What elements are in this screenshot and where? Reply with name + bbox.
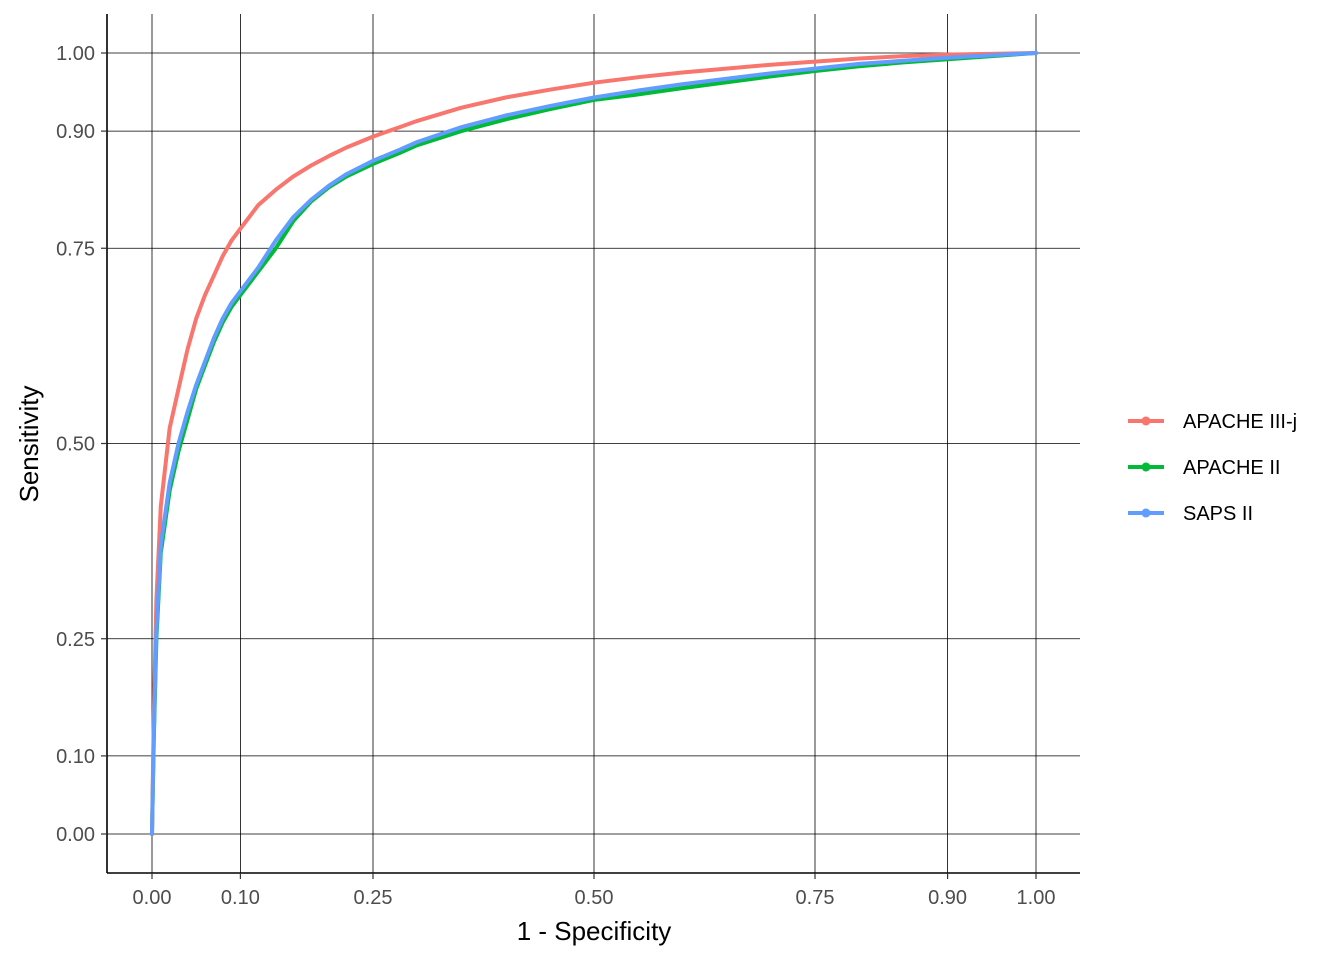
y-tick-label: 0.50	[56, 434, 95, 456]
series-line-apache-iii-j	[150, 51, 1038, 836]
legend-key-dot	[1141, 416, 1151, 426]
y-tick-label: 1.00	[56, 43, 95, 65]
legend-label: SAPS II	[1183, 503, 1253, 525]
y-tick-label: 0.10	[56, 746, 95, 768]
y-axis-title: Sensitivity	[14, 385, 44, 502]
y-axis-ticks: 0.00 0.10 0.25 0.50 0.75 0.90 1.00	[56, 43, 107, 846]
legend-label: APACHE II	[1183, 457, 1280, 479]
x-tick-label: 0.90	[928, 887, 967, 909]
series-lines	[150, 51, 1038, 836]
legend: APACHE III-j APACHE II SAPS II	[1128, 411, 1297, 525]
legend-key-dot	[1141, 462, 1151, 472]
legend-key-dot	[1141, 508, 1151, 518]
x-tick-label: 0.25	[354, 887, 393, 909]
x-axis-ticks: 0.00 0.10 0.25 0.50 0.75 0.90 1.00	[133, 873, 1056, 909]
legend-item: APACHE III-j	[1128, 411, 1297, 433]
y-tick-label: 0.00	[56, 824, 95, 846]
legend-item: SAPS II	[1128, 503, 1253, 525]
x-tick-label: 0.10	[221, 887, 260, 909]
y-tick-label: 0.75	[56, 238, 95, 260]
legend-item: APACHE II	[1128, 457, 1280, 479]
legend-label: APACHE III-j	[1183, 411, 1297, 433]
grid-lines	[107, 14, 1080, 873]
x-tick-label: 0.50	[575, 887, 614, 909]
x-tick-label: 0.00	[133, 887, 172, 909]
x-tick-label: 1.00	[1017, 887, 1056, 909]
x-axis-title: 1 - Specificity	[517, 916, 672, 946]
y-tick-label: 0.90	[56, 121, 95, 143]
x-tick-label: 0.75	[796, 887, 835, 909]
series-line-saps-ii	[150, 51, 1038, 836]
y-tick-label: 0.25	[56, 629, 95, 651]
